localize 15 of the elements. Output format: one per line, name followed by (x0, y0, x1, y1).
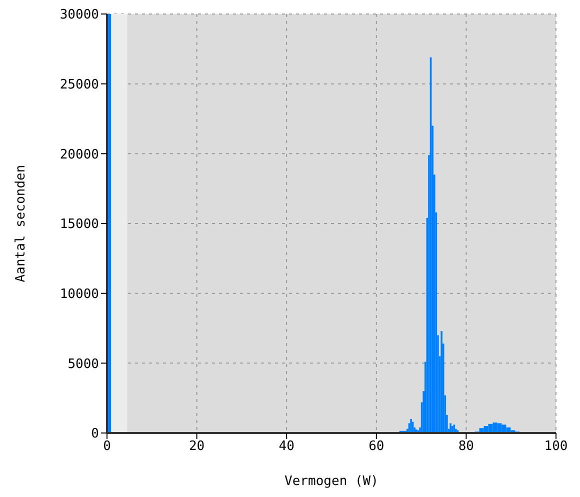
y-tick-label: 5000 (68, 356, 99, 372)
x-tick-label: 40 (278, 439, 294, 454)
y-tick-label: 15000 (60, 217, 99, 232)
y-tick-label: 0 (91, 426, 99, 442)
y-tick-label: 30000 (60, 8, 99, 23)
x-tick-label: 60 (368, 439, 384, 454)
y-tick-label: 10000 (60, 286, 99, 302)
x-tick-label: 100 (544, 439, 568, 454)
x-tick-label: 80 (458, 439, 474, 454)
y-tick-label: 20000 (60, 147, 99, 162)
y-axis-title: Aantal seconden (14, 164, 29, 282)
y-tick-label: 25000 (60, 77, 99, 92)
x-axis-title: Vermogen (W) (284, 474, 378, 489)
x-tick-label: 0 (103, 439, 111, 454)
x-tick-label: 20 (188, 439, 205, 454)
